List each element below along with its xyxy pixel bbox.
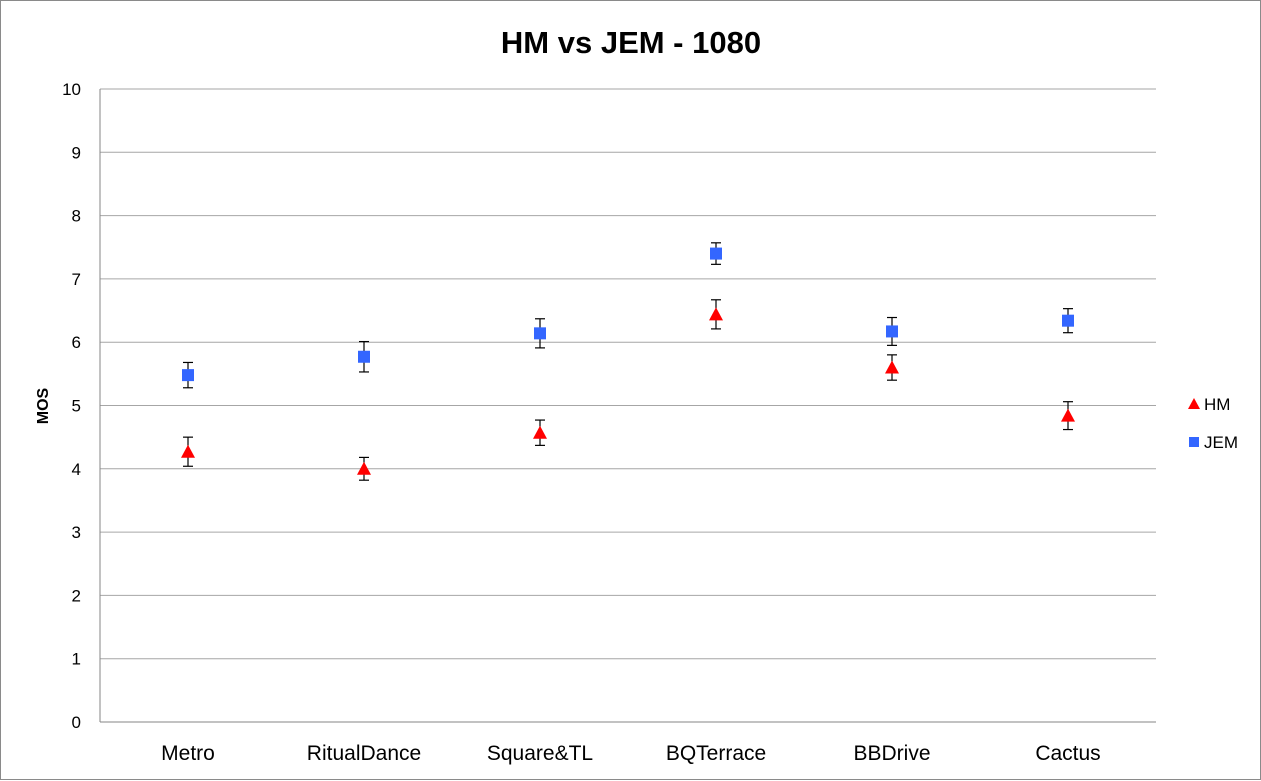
x-category-label: Cactus bbox=[1035, 742, 1100, 765]
x-category-label: BBDrive bbox=[853, 742, 930, 765]
y-tick-label: 0 bbox=[72, 713, 81, 732]
x-category-label: RitualDance bbox=[307, 742, 421, 765]
x-category-label: BQTerrace bbox=[666, 742, 766, 765]
gridlines bbox=[99, 88, 1156, 723]
y-tick-label: 3 bbox=[72, 523, 81, 542]
x-category-label: Square&TL bbox=[487, 742, 593, 765]
y-tick-labels: 0 1 2 3 4 5 6 7 8 9 10 bbox=[62, 80, 81, 732]
y-tick-label: 8 bbox=[72, 207, 81, 226]
data-point-jem bbox=[710, 247, 722, 260]
data-point-hm bbox=[885, 360, 899, 374]
y-axis-label: MOS bbox=[35, 387, 52, 424]
legend-marker-jem bbox=[1189, 437, 1199, 447]
legend-label-hm: HM bbox=[1204, 395, 1230, 414]
data-point-jem bbox=[1062, 314, 1074, 327]
y-tick-label: 7 bbox=[72, 270, 81, 289]
y-tick-label: 6 bbox=[72, 333, 81, 352]
y-tick-label: 2 bbox=[72, 586, 81, 605]
x-category-labels: Metro RitualDance Square&TL BQTerrace BBDriv… bbox=[161, 742, 1101, 765]
legend-marker-hm bbox=[1188, 398, 1200, 409]
data-point-jem bbox=[534, 327, 546, 340]
data-point-jem bbox=[358, 350, 370, 363]
data-point-hm bbox=[181, 444, 195, 458]
y-tick-label: 4 bbox=[72, 460, 81, 479]
y-tick-label: 5 bbox=[72, 397, 81, 416]
legend: HM JEM bbox=[1188, 395, 1238, 452]
legend-label-jem: JEM bbox=[1204, 433, 1238, 452]
y-tick-label: 10 bbox=[62, 80, 81, 99]
data-point-hm bbox=[709, 307, 723, 321]
data-points bbox=[181, 247, 1075, 475]
data-point-hm bbox=[357, 461, 371, 475]
y-tick-label: 1 bbox=[72, 650, 81, 669]
data-point-hm bbox=[1061, 408, 1075, 422]
y-tick-label: 9 bbox=[72, 143, 81, 162]
data-point-hm bbox=[533, 425, 547, 439]
data-point-jem bbox=[182, 369, 194, 382]
chart-title: HM vs JEM - 1080 bbox=[501, 25, 761, 60]
x-category-label: Metro bbox=[161, 742, 215, 765]
data-point-jem bbox=[886, 325, 898, 338]
